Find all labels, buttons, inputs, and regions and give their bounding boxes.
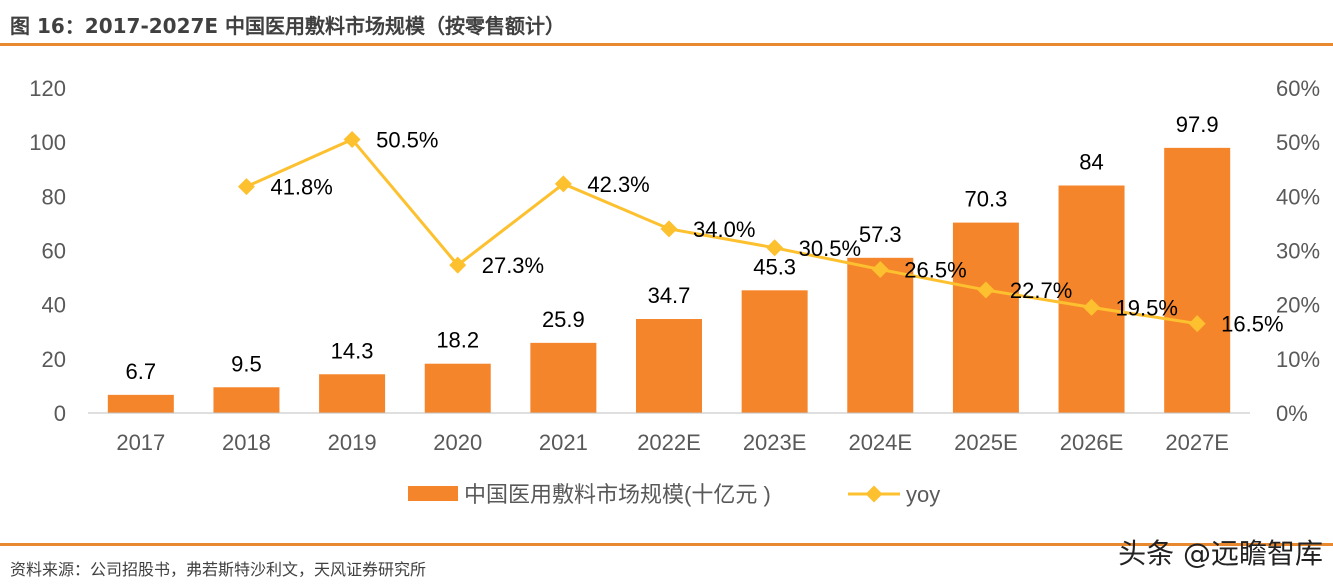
yoy-data-label: 16.5% [1221,312,1283,337]
bar [530,342,597,413]
left-axis-tick-label: 20 [42,347,66,372]
watermark: 头条 @远瞻智库 [1118,537,1323,570]
x-axis-tick-label: 2026E [1060,430,1124,455]
left-axis-tick-label: 120 [29,76,66,101]
legend-line-label: yoy [906,482,940,507]
left-axis-tick-label: 60 [42,239,66,264]
legend-line-marker [865,485,883,503]
bar-data-label: 25.9 [542,307,585,332]
x-axis-tick-label: 2024E [848,430,912,455]
right-axis-tick-label: 40% [1276,184,1320,209]
bar [107,394,174,413]
x-axis-tick-label: 2027E [1165,430,1229,455]
bar-data-label: 6.7 [126,359,157,384]
yoy-marker [554,175,572,193]
yoy-data-label: 19.5% [1116,295,1178,320]
yoy-marker [237,178,255,196]
source-note: 资料来源：公司招股书，弗若斯特沙利文，天风证券研究所 [10,560,427,579]
yoy-marker [871,260,889,278]
title-rule [0,43,1333,46]
yoy-line [245,137,1198,326]
left-axis-tick-label: 100 [29,130,66,155]
yoy-data-label: 41.8% [270,175,332,200]
x-axis-tick-label: 2022E [637,430,701,455]
yoy-data-label: 30.5% [799,236,861,261]
left-axis-tick-label: 0 [54,401,66,426]
x-axis-tick-label: 2021 [539,430,588,455]
yoy-data-label: 26.5% [904,257,966,282]
bar-data-label: 14.3 [331,338,374,363]
bar-data-label: 18.2 [436,328,479,353]
right-axis-tick-label: 60% [1276,76,1320,101]
figure-title: 图 16：2017-2027E 中国医用敷料市场规模（按零售额计） [10,14,566,38]
left-axis-tick-label: 40 [42,293,66,318]
left-axis-tick-label: 80 [42,184,66,209]
yoy-data-label: 50.5% [376,127,438,152]
x-axis-tick-label: 2020 [433,430,482,455]
yoy-data-label: 42.3% [587,172,649,197]
yoy-data-label: 34.0% [693,217,755,242]
bar [847,257,914,413]
x-axis-tick-label: 2023E [743,430,807,455]
yoy-data-label: 22.7% [1010,278,1072,303]
yoy-marker [766,239,784,257]
bar [741,290,808,413]
right-axis-tick-label: 30% [1276,239,1320,264]
x-axis-tick-label: 2018 [222,430,271,455]
x-axis-tick-label: 2025E [954,430,1018,455]
bar-data-label: 97.9 [1176,112,1219,137]
legend-bar-label: 中国医用敷料市场规模(十亿元 ) [464,482,771,507]
yoy-data-label: 27.3% [482,253,544,278]
bar-data-label: 84 [1079,150,1103,175]
bar [213,387,280,413]
right-axis-tick-label: 20% [1276,293,1320,318]
bar [952,222,1019,413]
x-axis-tick-label: 2017 [116,430,165,455]
footer-rule [0,543,1333,546]
bar-data-label: 34.7 [648,283,691,308]
bar-data-label: 70.3 [964,187,1007,212]
bar [1164,147,1231,413]
bar [636,319,702,413]
yoy-marker [343,130,361,148]
bar [424,363,491,413]
right-axis-tick-label: 10% [1276,347,1320,372]
right-axis-tick-label: 50% [1276,130,1320,155]
yoy-marker [449,256,467,274]
yoy-marker [660,220,678,238]
bar-data-label: 57.3 [859,222,902,247]
x-axis-tick-label: 2019 [328,430,377,455]
bar [319,374,386,413]
yoy-marker [977,281,995,299]
legend-bar-swatch [408,486,458,501]
bar-data-label: 9.5 [231,351,262,376]
right-axis-tick-label: 0% [1276,401,1308,426]
bar-data-label: 45.3 [753,254,796,279]
